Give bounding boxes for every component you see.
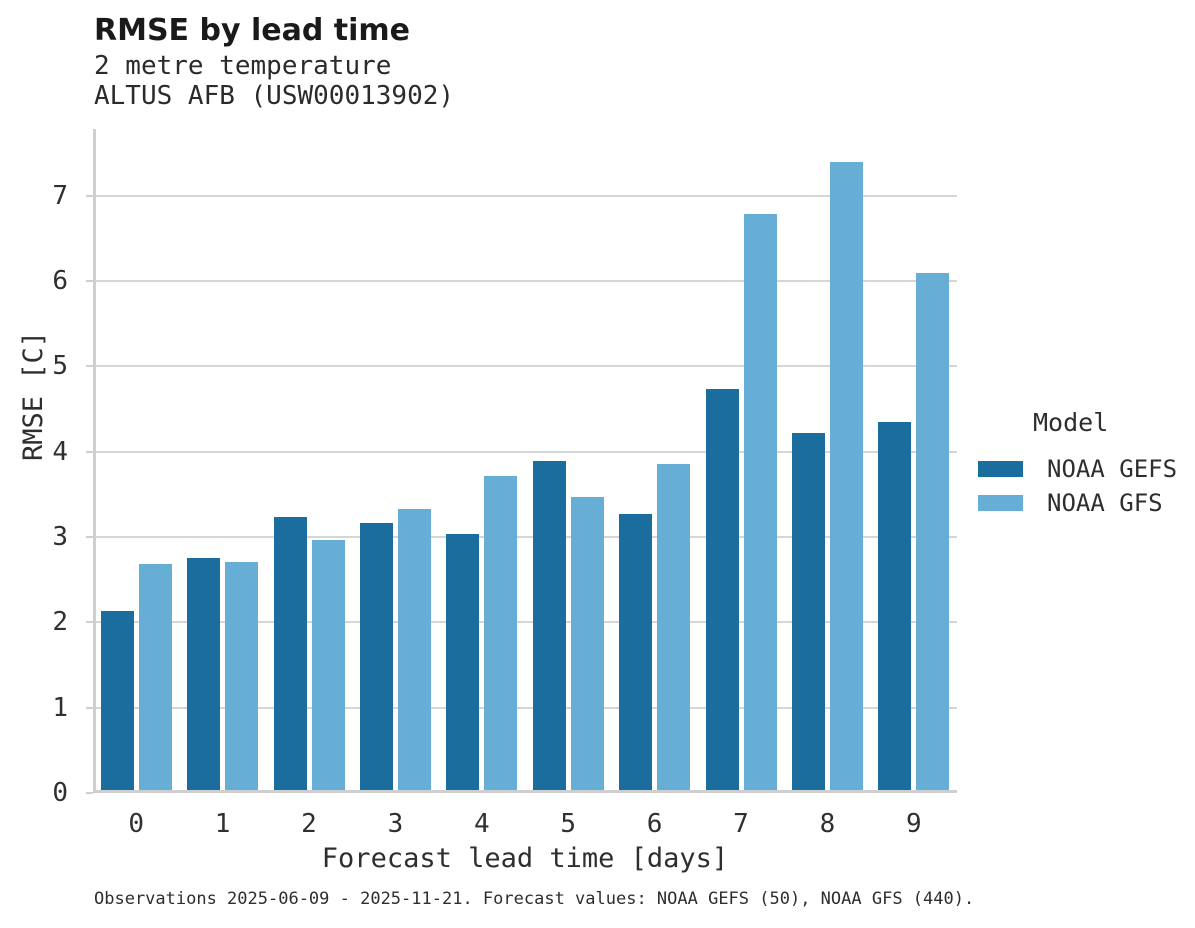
x-tick-label-2: 2 <box>301 809 317 839</box>
y-tick-label-0: 0 <box>52 778 68 808</box>
bar-noaa-gfs-lead6 <box>657 464 691 791</box>
x-tick-label-5: 5 <box>560 809 577 839</box>
legend-swatch-gfs <box>978 495 1023 511</box>
bar-noaa-gfs-lead0 <box>138 564 172 791</box>
y-tick-mark-2 <box>86 621 93 624</box>
bar-noaa-gfs-lead3 <box>397 508 431 791</box>
bar-noaa-gefs-lead7 <box>705 389 739 791</box>
chart-title: RMSE by lead time <box>94 13 410 48</box>
y-tick-mark-3 <box>86 535 93 538</box>
bar-noaa-gfs-lead9 <box>916 273 950 791</box>
y-tick-mark-4 <box>86 450 93 453</box>
y-tick-mark-6 <box>86 279 93 282</box>
bar-noaa-gfs-lead1 <box>225 561 259 791</box>
y-tick-mark-0 <box>86 792 93 794</box>
bar-noaa-gfs-lead4 <box>484 475 518 791</box>
legend-swatch-gefs <box>978 461 1023 477</box>
y-tick-label-1: 1 <box>52 692 68 723</box>
bar-noaa-gefs-lead1 <box>187 558 221 791</box>
gridline-y3 <box>93 535 957 538</box>
gridline-y6 <box>93 279 957 282</box>
x-axis-title: Forecast lead time [days] <box>321 843 729 874</box>
gridline-y1 <box>93 706 957 709</box>
bar-noaa-gfs-lead7 <box>743 214 777 791</box>
legend-title: Model <box>1033 408 1109 437</box>
y-axis-spine <box>93 129 96 793</box>
x-tick-label-8: 8 <box>819 809 836 839</box>
bar-noaa-gefs-lead0 <box>100 611 134 791</box>
y-tick-label-4: 4 <box>52 436 68 467</box>
y-tick-label-3: 3 <box>52 521 68 552</box>
y-tick-label-6: 6 <box>52 265 68 296</box>
caption: Observations 2025-06-09 - 2025-11-21. Fo… <box>94 889 975 909</box>
y-tick-label-5: 5 <box>52 351 68 382</box>
gridline-y2 <box>93 621 957 624</box>
bar-noaa-gefs-lead4 <box>446 534 480 791</box>
bar-noaa-gefs-lead2 <box>273 516 307 791</box>
x-tick-label-6: 6 <box>646 809 663 839</box>
gridline-y7 <box>93 194 957 197</box>
legend-label-gefs: NOAA GEFS <box>1047 455 1178 483</box>
x-tick-label-7: 7 <box>733 809 749 839</box>
y-tick-mark-5 <box>86 365 93 368</box>
x-tick-label-1: 1 <box>214 809 231 839</box>
x-tick-label-3: 3 <box>387 809 404 839</box>
gridline-y5 <box>93 365 957 368</box>
bar-noaa-gefs-lead6 <box>619 513 653 791</box>
legend-item-gefs: NOAA GEFS <box>978 452 1177 486</box>
y-tick-label-7: 7 <box>52 180 68 211</box>
gridline-y4 <box>93 450 957 453</box>
y-tick-mark-1 <box>86 706 93 709</box>
y-tick-mark-7 <box>86 194 93 197</box>
legend-label-gfs: NOAA GFS <box>1047 489 1163 517</box>
x-tick-label-4: 4 <box>473 809 490 839</box>
bar-noaa-gefs-lead5 <box>532 461 566 791</box>
bar-noaa-gfs-lead8 <box>829 162 863 791</box>
bar-noaa-gfs-lead5 <box>570 496 604 791</box>
x-axis-spine <box>93 790 957 793</box>
bar-noaa-gfs-lead2 <box>311 540 345 791</box>
plot-panel: 0 1 2 3 4 5 6 7 0 1 2 3 4 5 6 7 8 9 <box>52 129 957 838</box>
legend: Model NOAA GEFS NOAA GFS <box>978 408 1177 520</box>
bar-noaa-gefs-lead8 <box>791 432 825 791</box>
x-tick-label-0: 0 <box>128 809 145 839</box>
legend-item-gfs: NOAA GFS <box>978 486 1177 520</box>
bar-noaa-gefs-lead9 <box>878 421 912 791</box>
chart-subtitle-line1: 2 metre temperature <box>94 51 392 81</box>
bar-noaa-gefs-lead3 <box>359 523 393 791</box>
y-tick-label-2: 2 <box>52 607 68 638</box>
chart-subtitle-line2: ALTUS AFB (USW00013902) <box>94 81 455 111</box>
x-tick-label-9: 9 <box>905 809 922 839</box>
